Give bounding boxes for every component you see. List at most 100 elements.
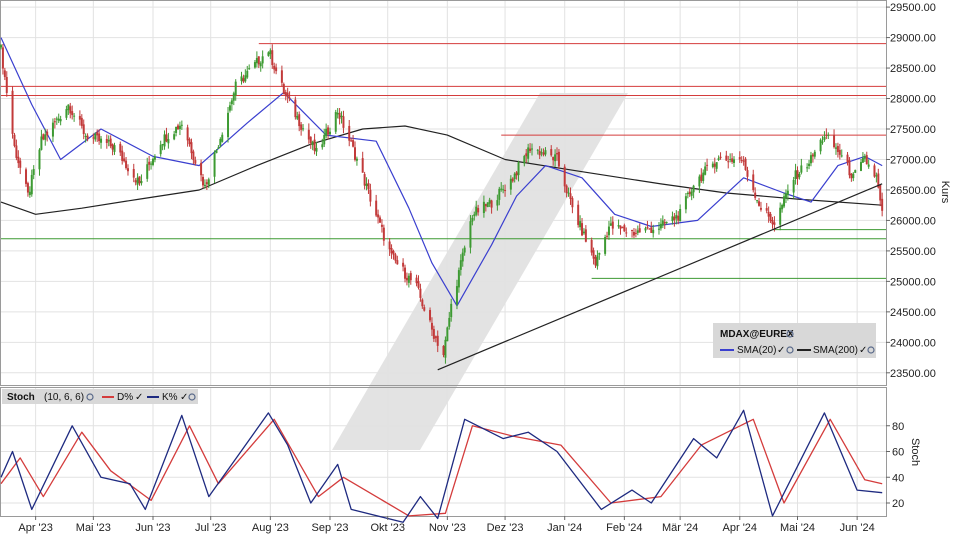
candle-body [846, 154, 849, 163]
candle-body [388, 241, 391, 250]
candle-body [550, 149, 553, 156]
candle-body [194, 160, 197, 164]
candle-body [459, 260, 462, 270]
candle-body [25, 169, 28, 184]
price-y-tick-label: 26000.00 [890, 215, 936, 227]
candle-body [711, 163, 714, 168]
candle-body [286, 92, 289, 98]
candle-body [544, 150, 547, 155]
candle-body [513, 173, 516, 180]
candle-body [875, 175, 878, 177]
stoch-gear-icon[interactable] [86, 393, 94, 401]
candle-body [150, 163, 153, 165]
candle-body [111, 144, 114, 150]
candle-body [738, 157, 741, 160]
candle-body [177, 125, 179, 130]
candle-body [769, 213, 772, 221]
candle-body [338, 112, 341, 119]
candle-body [729, 159, 732, 161]
x-tick-label: Nov '23 [429, 522, 466, 534]
candle-body [809, 155, 812, 164]
candle-body [382, 227, 385, 241]
candle-body [663, 221, 666, 224]
candle-body [230, 100, 233, 105]
candle-body [657, 228, 660, 230]
candle-body [771, 220, 774, 225]
candles-layer [0, 43, 884, 364]
candle-body [698, 176, 701, 187]
price-y-tick-label: 24500.00 [890, 307, 936, 319]
legend-sma200-gear-icon[interactable] [867, 346, 875, 354]
candle-body [340, 115, 343, 117]
candle-body [646, 226, 649, 228]
legend-sma200-check-icon[interactable]: ✓ [859, 345, 867, 356]
candle-body [13, 134, 16, 146]
candle-body [792, 179, 795, 193]
candle-body [781, 204, 784, 210]
candle-body [409, 273, 412, 281]
legend-box [713, 323, 876, 358]
candle-body [323, 134, 326, 145]
x-tick-label: Apr '24 [723, 522, 758, 534]
candle-body [73, 115, 76, 117]
candle-body [53, 121, 56, 123]
candle-body [280, 70, 283, 83]
candle-body [786, 190, 789, 195]
candle-body [65, 109, 68, 118]
candle-body [429, 310, 432, 321]
x-axis-ticks: Apr '23 Mai '23 Jun '23 Jul '23 Aug '23 Sep '… [18, 516, 875, 534]
candle-body [806, 167, 809, 169]
candle-body [242, 78, 245, 82]
candle-body [71, 111, 74, 116]
candle-body [379, 217, 382, 223]
stoch-legend: Stoch (10, 6, 6) D% ✓ K% ✓ [2, 389, 198, 404]
legend-sma20-gear-icon[interactable] [786, 346, 794, 354]
candle-body [284, 92, 287, 96]
candle-body [567, 192, 570, 194]
stoch-k-check-icon[interactable]: ✓ [180, 392, 188, 403]
candle-body [167, 139, 170, 144]
candle-body [394, 254, 397, 261]
candle-body [244, 75, 247, 82]
price-y-tick-label: 27000.00 [890, 154, 936, 166]
candle-body [423, 307, 426, 311]
legend-symbol: MDAX@EUREX [720, 329, 794, 340]
candle-body [840, 155, 843, 157]
candle-body [180, 124, 183, 126]
candle-body [348, 125, 351, 141]
price-y-tick-label: 27500.00 [890, 124, 936, 136]
candle-body [217, 147, 220, 149]
candle-body [632, 231, 635, 236]
candle-body [863, 156, 866, 159]
candle-body [121, 150, 124, 161]
candle-body [490, 200, 493, 208]
candle-body [28, 191, 31, 196]
candle-body [200, 162, 203, 176]
stoch-panel: 20 40 60 80 Stoch Stoch (10, 6, 6) D% ✓ K% … [0, 387, 921, 523]
legend-symbol-gear-icon[interactable] [786, 330, 794, 338]
candle-body [173, 134, 176, 140]
candle-body [756, 200, 759, 202]
candle-body [38, 149, 41, 170]
candle-body [151, 158, 154, 165]
price-y-tick-label: 28500.00 [890, 63, 936, 75]
price-levels [1, 43, 886, 279]
stoch-k-gear-icon[interactable] [188, 393, 196, 401]
stoch-d-check-icon[interactable]: ✓ [135, 392, 143, 403]
candle-body [800, 165, 803, 173]
candle-body [69, 106, 72, 114]
candle-body [606, 235, 609, 237]
candle-body [636, 230, 639, 233]
candle-body [363, 174, 366, 186]
legend-sma20-check-icon[interactable]: ✓ [777, 345, 785, 356]
candle-body [0, 45, 2, 48]
candle-body [390, 247, 393, 254]
candle-body [661, 220, 664, 226]
candle-body [486, 202, 489, 208]
candle-body [296, 115, 299, 119]
price-y-tick-label: 28000.00 [890, 94, 936, 106]
candle-body [125, 160, 128, 169]
x-tick-label: Okt '23 [370, 522, 405, 534]
